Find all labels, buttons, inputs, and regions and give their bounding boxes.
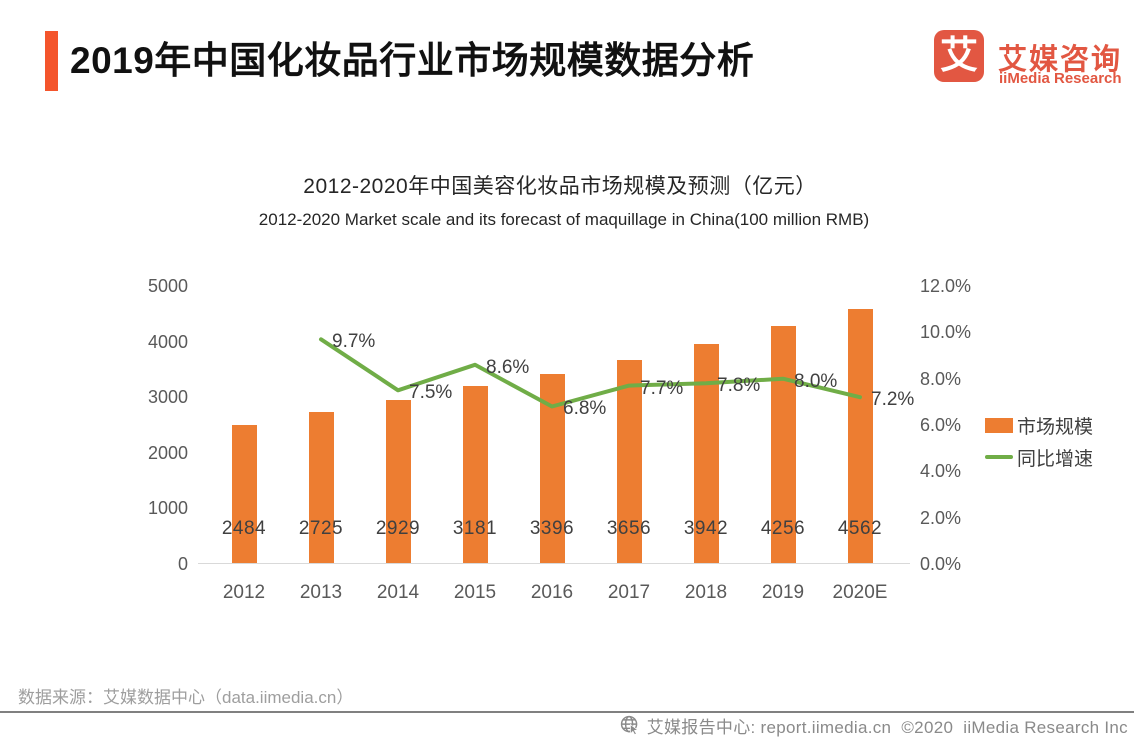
bar-value-label: 3942 — [683, 518, 729, 539]
bar-value-label: 2725 — [298, 518, 344, 539]
x-axis-label: 2018 — [684, 582, 728, 603]
x-axis-baseline — [198, 563, 910, 564]
bar-value-label: 2484 — [221, 518, 267, 539]
market-scale-bar — [231, 424, 257, 563]
growth-point-label: 8.6% — [486, 356, 530, 378]
legend-bar-swatch — [985, 417, 1013, 433]
iimedia-logo-icon: 艾 — [934, 30, 984, 82]
market-scale-bar — [770, 326, 796, 563]
y-tick-label-left: 1000 — [147, 498, 188, 519]
logo-glyph: 艾 — [939, 35, 978, 77]
y-axis-right: 0.0% 2.0% 4.0% 6.0% 8.0% 10.0% 12.0% — [920, 276, 1000, 574]
y-tick-label-right: 10.0% — [920, 322, 972, 343]
y-tick-label-left: 2000 — [147, 442, 188, 463]
legend-item-market-scale: 市场规模 — [985, 414, 1094, 438]
y-axis-left: 0 1000 2000 3000 4000 5000 — [98, 276, 188, 574]
globe-cursor-icon — [620, 715, 639, 736]
y-tick-label-left: 4000 — [147, 331, 188, 352]
chart-title: 2012-2020年中国美容化妆品市场规模及预测（亿元） — [303, 175, 817, 198]
bar-value-label: 4256 — [760, 518, 806, 539]
x-axis-label: 2015 — [453, 582, 497, 603]
x-axis-label: 2014 — [376, 582, 420, 603]
growth-point-label: 7.7% — [640, 377, 684, 399]
market-scale-bar — [308, 411, 334, 563]
y-tick-label-right: 12.0% — [920, 276, 972, 296]
footer-bar: 艾媒报告中心: report.iimedia.cn ©2020 iiMedia … — [619, 714, 1128, 737]
x-axis-label: 2016 — [530, 582, 574, 603]
iimedia-logo: 艾 艾媒咨询 iiMedia Research — [934, 30, 1134, 88]
y-tick-label-left: 0 — [177, 554, 188, 574]
growth-line — [319, 337, 862, 409]
x-axis-label: 2012 — [222, 582, 266, 603]
growth-point-label: 7.5% — [409, 382, 453, 404]
x-axis-label: 2019 — [761, 582, 805, 603]
market-scale-bar — [847, 309, 873, 563]
y-tick-label-left: 3000 — [147, 387, 188, 408]
title-accent-bar — [45, 31, 58, 91]
chart-subtitle: 2012-2020 Market scale and its forecast … — [258, 210, 870, 229]
legend-label: 市场规模 — [1017, 416, 1094, 438]
logo-name-cn: 艾媒咨询 — [998, 44, 1123, 76]
footer-report-center-text: 艾媒报告中心: report.iimedia.cn ©2020 iiMedia … — [646, 717, 1128, 737]
logo-name-en: iiMedia Research — [999, 70, 1122, 87]
bar-value-label: 3656 — [606, 518, 652, 539]
page-title: 2019年中国化妆品行业市场规模数据分析 — [70, 40, 755, 81]
footer-divider — [0, 711, 1134, 713]
legend-label: 同比增速 — [1017, 448, 1094, 470]
y-tick-label-right: 4.0% — [920, 461, 962, 482]
legend-item-growth-rate: 同比增速 — [985, 446, 1094, 470]
growth-point-label: 7.8% — [717, 375, 761, 397]
x-axis-label: 2013 — [299, 582, 343, 603]
bar-value-label: 3396 — [529, 518, 575, 539]
bar-value-label: 4562 — [837, 518, 883, 539]
market-scale-bar — [385, 400, 411, 563]
x-axis-label: 2020E — [832, 582, 888, 603]
growth-point-label: 6.8% — [563, 398, 607, 420]
y-tick-label-right: 8.0% — [920, 368, 962, 389]
y-tick-label-right: 6.0% — [920, 415, 962, 435]
data-source-note: 数据来源：艾媒数据中心（data.iimedia.cn） — [18, 688, 354, 707]
y-tick-label-right: 2.0% — [920, 507, 962, 528]
y-tick-label-left: 5000 — [147, 276, 188, 296]
growth-point-label: 7.2% — [871, 389, 915, 411]
bar-value-label: 3181 — [452, 518, 498, 539]
y-tick-label-right: 0.0% — [920, 554, 962, 574]
growth-point-label: 9.7% — [332, 331, 376, 353]
legend-line-swatch — [985, 455, 1013, 459]
plot-area: 2484 2012 2725 2013 2929 2014 3181 2015 3396 2016… — [198, 286, 914, 603]
growth-point-label: 8.0% — [794, 370, 838, 392]
bar-value-label: 2929 — [375, 518, 421, 539]
market-scale-bar — [693, 343, 719, 563]
market-scale-bar — [462, 386, 488, 563]
x-axis-label: 2017 — [607, 582, 651, 603]
market-scale-bar — [616, 359, 642, 563]
growth-line-chart — [319, 337, 862, 409]
